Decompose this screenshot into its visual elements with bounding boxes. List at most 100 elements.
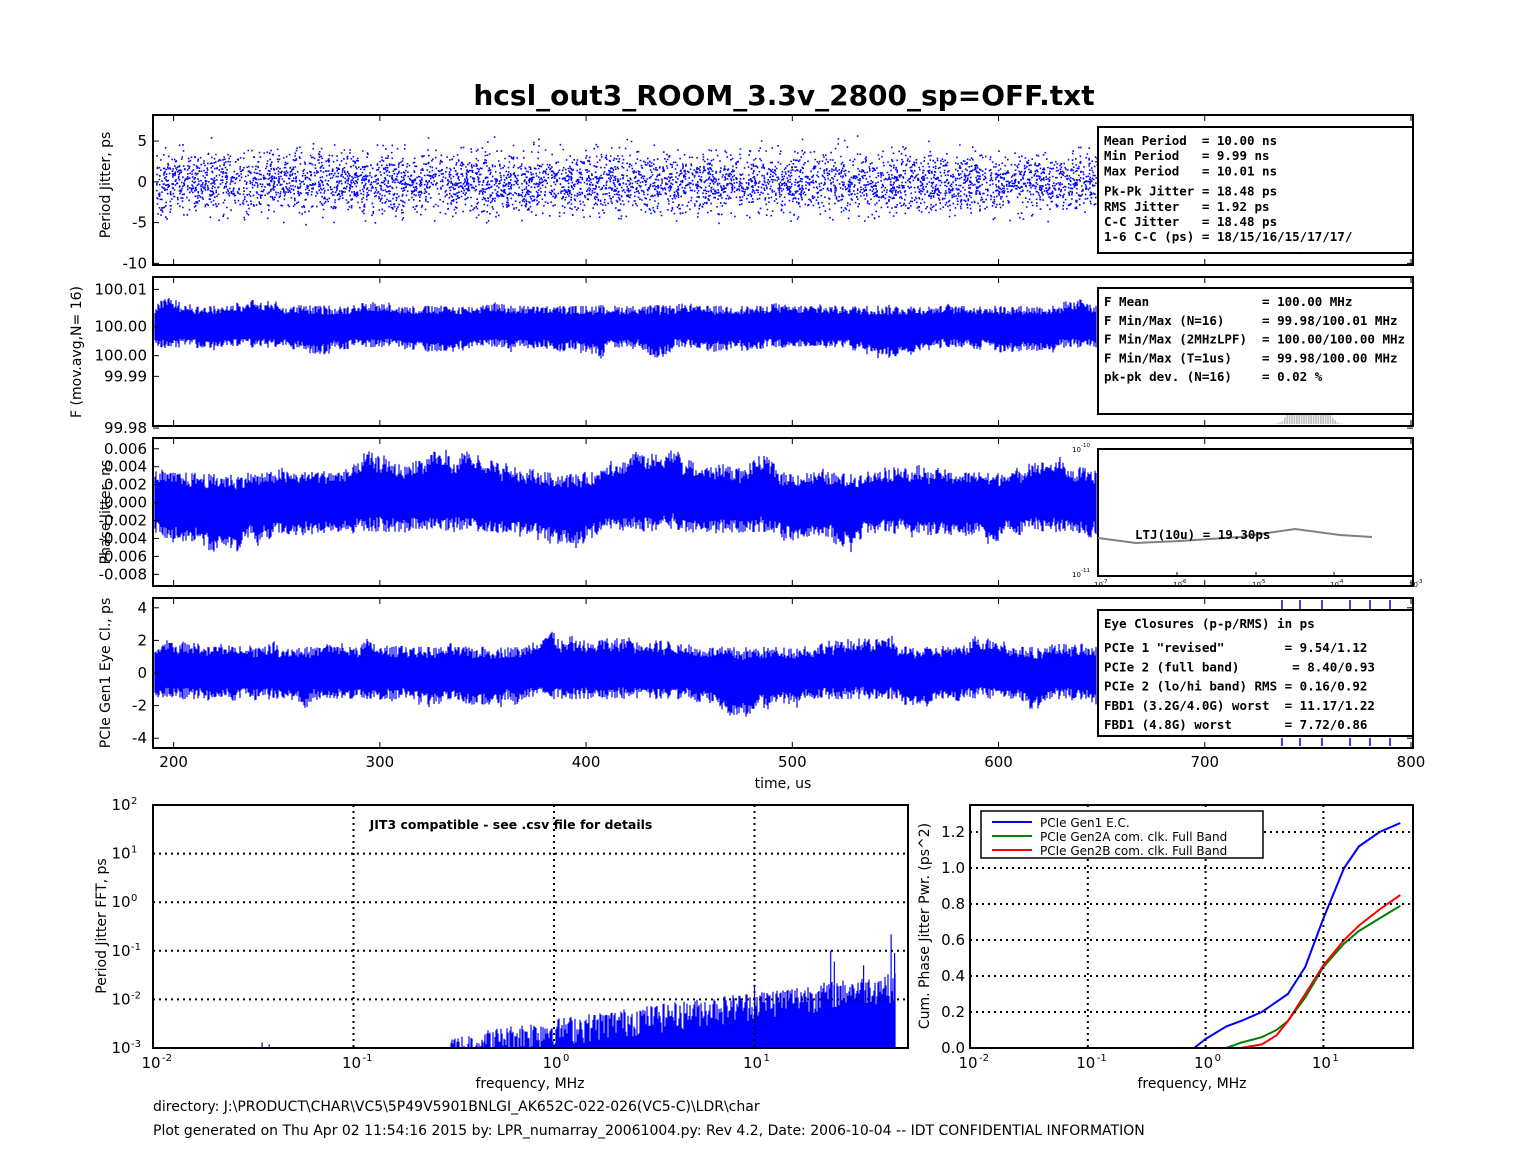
eye-outliers [1281, 600, 1391, 746]
time-tick-label: 600 [984, 753, 1013, 771]
freq-ytick-label: 99.98 [104, 419, 147, 437]
eye-ytick-label: 0 [137, 664, 147, 682]
footer-generated: Plot generated on Thu Apr 02 11:54:16 20… [153, 1123, 1145, 1139]
fft-ytick-exp: -2 [131, 990, 141, 1001]
phase-ytick-label: 0.004 [104, 458, 147, 476]
cum-xtick-base: 10 [1312, 1054, 1331, 1072]
ltj-xtick-exp: -7 [1102, 579, 1108, 585]
fft-ytick-base: 10 [111, 990, 130, 1008]
freq-info-line: F Min/Max (N=16) = 99.98/100.01 MHz [1104, 313, 1398, 328]
eye-ylabel: PCIe Gen1 Eye Cl., ps [98, 598, 114, 749]
freq-ytick-label: 99.99 [104, 367, 147, 385]
phase-ytick-label: -0.008 [99, 565, 147, 583]
fft-ytick-base: 10 [111, 893, 130, 911]
eye-info-line: FBD1 (3.2G/4.0G) worst = 11.17/1.22 [1104, 698, 1375, 713]
phase-ytick-label: 0.006 [104, 440, 147, 458]
period-info-line: Pk-Pk Jitter = 18.48 ps [1104, 184, 1277, 199]
data-layer [154, 133, 1401, 1049]
fft-xtick-exp: 1 [764, 1053, 770, 1064]
ltj-ytick-base: 10 [1072, 446, 1081, 454]
ltj-ytick-exp: -10 [1081, 443, 1090, 449]
period-ytick-label: -10 [123, 254, 148, 272]
fft-xtick-base: 10 [542, 1054, 561, 1072]
eye-ytick-label: -2 [132, 697, 147, 715]
freq-info-line: F Min/Max (T=1us) = 99.98/100.00 MHz [1104, 350, 1398, 365]
freq-ytick-label: 100.00 [95, 347, 148, 365]
ltj-xtick-exp: -5 [1260, 579, 1266, 585]
eye-info-line: Eye Closures (p-p/RMS) in ps [1104, 616, 1315, 631]
fft-ytick-base: 10 [111, 845, 130, 863]
eye-info-line: PCIe 2 (lo/hi band) RMS = 0.16/0.92 [1104, 679, 1367, 694]
period-ytick-label: -5 [132, 214, 147, 232]
fft-ytick-base: 10 [111, 942, 130, 960]
eye-ytick-label: 2 [137, 631, 147, 649]
fft-note: JIT3 compatible - see .csv file for deta… [369, 817, 653, 832]
cum-ytick-label: 0.0 [941, 1039, 965, 1057]
period-info-line: 1-6 C-C (ps) = 18/15/16/15/17/17/ [1104, 229, 1352, 244]
time-xlabel: time, us [755, 776, 812, 792]
ltj-ytick-base: 10 [1072, 571, 1081, 579]
time-tick-label: 500 [778, 753, 807, 771]
fft-xtick-base: 10 [141, 1054, 160, 1072]
ltj-xtick-exp: -6 [1181, 579, 1187, 585]
cum-ylabel: Cum. Phase Jitter Pwr. (ps^2) [917, 823, 933, 1029]
eye-ytick-label: -4 [132, 729, 147, 747]
eye-info-line: PCIe 2 (full band) = 8.40/0.93 [1104, 659, 1375, 674]
fft-ytick-base: 10 [111, 796, 130, 814]
ltj-xtick-exp: -3 [1417, 579, 1423, 585]
freq-info-box [1097, 287, 1414, 415]
freq-trace [154, 298, 1097, 359]
phase-ylabel: Phase Jitter, ns [98, 460, 114, 565]
period-ylabel: Period Jitter, ps [98, 132, 114, 239]
ltj-xtick-base: 10 [1173, 581, 1182, 589]
ltj-xtick-base: 10 [1409, 581, 1418, 589]
eye-info-line: PCIe 1 "revised" = 9.54/1.12 [1104, 640, 1367, 655]
eye-info-box [1097, 609, 1414, 737]
fft-xtick-base: 10 [342, 1054, 361, 1072]
fft-xtick-base: 10 [743, 1054, 762, 1072]
figure-title: hcsl_out3_ROOM_3.3v_2800_sp=OFF.txt [473, 79, 1094, 112]
time-tick-label: 300 [366, 753, 395, 771]
time-tick-label: 200 [159, 753, 188, 771]
cum-ytick-label: 0.6 [941, 931, 965, 949]
fft-xtick-exp: 0 [563, 1053, 569, 1064]
phase-trace [154, 449, 1097, 553]
fft-xtick-exp: -2 [162, 1053, 172, 1064]
ltj-xtick-exp: -4 [1338, 579, 1344, 585]
freq-ylabel: F (mov.avg,N= 16) [69, 286, 85, 418]
fft-ytick-exp: 2 [131, 796, 137, 807]
period-info-line: Min Period = 9.99 ns [1104, 148, 1270, 163]
period-ytick-label: 0 [137, 173, 147, 191]
cum-series-line [1193, 822, 1401, 1049]
cum-xtick-base: 10 [1194, 1054, 1213, 1072]
period-info-line: C-C Jitter = 18.48 ps [1104, 214, 1277, 229]
freq-info-line: F Mean = 100.00 MHz [1104, 294, 1352, 309]
footer-directory: directory: J:\PRODUCT\CHAR\VC5\5P49V5901… [153, 1099, 760, 1115]
cum-xtick-base: 10 [1076, 1054, 1095, 1072]
legend-label: PCIe Gen1 E.C. [1040, 816, 1130, 830]
freq-ytick-label: 100.01 [95, 280, 148, 298]
ltj-label: LTJ(10u) = 19.30ps [1135, 527, 1270, 542]
time-tick-label: 400 [572, 753, 601, 771]
axes-layer [152, 114, 1414, 1049]
phase-ytick-label: -0.002 [99, 512, 147, 530]
legend-label: PCIe Gen2B com. clk. Full Band [1040, 844, 1227, 858]
phase-ytick-label: 0.002 [104, 476, 147, 494]
cum-xtick-exp: 0 [1215, 1053, 1221, 1064]
cum-xlabel: frequency, MHz [1137, 1076, 1246, 1092]
cum-series-line [1225, 904, 1401, 1049]
freq-info-line: pk-pk dev. (N=16) = 0.02 % [1104, 369, 1323, 384]
period-info-line: Max Period = 10.01 ns [1104, 163, 1277, 178]
ltj-xtick-base: 10 [1252, 581, 1261, 589]
eye-info-line: FBD1 (4.8G) worst = 7.72/0.86 [1104, 717, 1367, 732]
period-info-line: RMS Jitter = 1.92 ps [1104, 199, 1270, 214]
freq-ytick-label: 100.00 [95, 318, 148, 336]
period-ytick-label: 5 [137, 132, 147, 150]
cum-ytick-label: 1.2 [941, 823, 965, 841]
fft-ytick-exp: -1 [131, 942, 141, 953]
ltj-line [1097, 527, 1373, 545]
phase-ytick-label: -0.004 [99, 529, 147, 547]
phase-ytick-label: 0.000 [104, 494, 147, 512]
